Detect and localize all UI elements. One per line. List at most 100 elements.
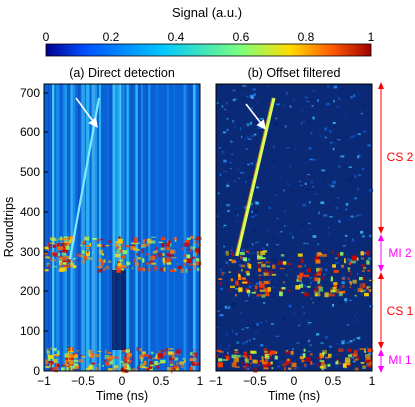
heatmap-cell (154, 356, 158, 359)
heatmap-cell (308, 146, 312, 150)
heatmap-cell (47, 350, 51, 356)
heatmap-cell (190, 236, 194, 239)
heatmap-cell (103, 267, 105, 271)
heatmap-cell (252, 205, 255, 207)
heatmap-cell (341, 341, 345, 345)
heatmap-cell (307, 350, 311, 352)
heatmap-cell (275, 244, 280, 246)
heatmap-cell (252, 297, 256, 299)
heatmap-cell (167, 254, 173, 257)
heatmap-cell (81, 241, 84, 244)
heatmap-cell (360, 251, 364, 256)
heatmap-cell (216, 327, 220, 329)
heatmap-cell (116, 245, 122, 250)
heatmap-cell (58, 268, 64, 272)
heatmap-cell (321, 366, 324, 371)
heatmap-cell (351, 124, 355, 127)
heatmap-cell (242, 365, 247, 368)
heatmap-cell (344, 298, 348, 301)
heatmap-cell (317, 243, 320, 246)
heatmap-cell (52, 266, 57, 268)
heatmap-cell (312, 159, 316, 161)
heatmap-cell (271, 367, 274, 370)
heatmap-cell (318, 293, 321, 296)
heatmap-cell (250, 362, 252, 365)
heatmap-cell (127, 359, 130, 362)
heatmap-cell (92, 238, 97, 240)
heatmap-cell (288, 232, 293, 236)
heatmap-cell (44, 269, 49, 272)
heatmap-cell (248, 244, 251, 247)
heatmap-cell (357, 188, 359, 191)
heatmap-cell (271, 273, 276, 276)
colorbar-tick-1: 0.2 (103, 30, 120, 44)
heatmap-cell (268, 206, 271, 210)
heatmap-cell (331, 222, 334, 224)
heatmap-cell (248, 293, 250, 297)
heatmap-cell (293, 311, 296, 315)
heatmap-cell (231, 153, 233, 156)
heatmap-cell (151, 255, 156, 261)
heatmap-cell (280, 254, 285, 257)
heatmap-cell (69, 239, 72, 244)
heatmap-cell (279, 267, 285, 270)
heatmap-cell (273, 281, 277, 283)
heatmap-cell (341, 340, 346, 342)
heatmap-cell (59, 265, 62, 269)
heatmap-cell (272, 159, 276, 163)
heatmap-cell (221, 150, 225, 154)
heatmap-cell (354, 294, 357, 297)
heatmap-cell (315, 253, 318, 256)
heatmap-cell (335, 207, 339, 209)
panel-b-heatmap (216, 84, 375, 373)
heatmap-cell (251, 351, 257, 354)
heatmap-cell (146, 367, 149, 372)
heatmap-cell (309, 158, 313, 161)
heatmap-cell (228, 271, 231, 273)
heatmap-cell (235, 332, 238, 336)
heatmap-cell (250, 162, 253, 164)
heatmap-cell (165, 247, 171, 250)
heatmap-cell (151, 262, 157, 265)
heatmap-cell (353, 94, 356, 98)
heatmap-cell (366, 259, 368, 265)
heatmap-cell (245, 327, 249, 329)
heatmap-streak (47, 84, 50, 371)
heatmap-cell (324, 335, 329, 339)
heatmap-cell (101, 244, 105, 248)
heatmap-cell (148, 354, 152, 360)
heatmap-cell (362, 130, 367, 133)
heatmap-cell (252, 337, 256, 340)
heatmap-cell (281, 287, 286, 290)
heatmap-cell (58, 252, 60, 257)
heatmap-cell (285, 91, 288, 95)
heatmap-cell (103, 359, 106, 363)
heatmap-cell (254, 285, 258, 290)
heatmap-cell (302, 203, 306, 207)
panel-b-title: (b) Offset filtered (248, 66, 341, 80)
y-tick-label: 700 (20, 86, 40, 100)
heatmap-cell (313, 290, 317, 293)
heatmap-cell (189, 249, 192, 253)
heatmap-cell (100, 260, 105, 265)
heatmap-cell (163, 351, 167, 356)
heatmap-cell (249, 325, 252, 327)
heatmap-cell (276, 239, 279, 242)
heatmap-cell (321, 254, 327, 257)
heatmap-cell (122, 352, 125, 354)
heatmap-cell (287, 358, 289, 362)
heatmap-cell (223, 170, 227, 173)
heatmap-cell (255, 295, 258, 299)
heatmap-cell (143, 354, 149, 357)
heatmap-cell (217, 310, 221, 312)
heatmap-cell (336, 353, 341, 355)
colorbar-label: Signal (a.u.) (172, 5, 242, 20)
heatmap-cell (336, 342, 340, 345)
heatmap-cell (312, 235, 317, 238)
heatmap-cell (242, 97, 246, 99)
heatmap-cell (140, 357, 143, 362)
heatmap-cell (267, 361, 273, 366)
heatmap-cell (238, 275, 242, 280)
heatmap-cell (303, 284, 307, 288)
heatmap-cell (49, 367, 55, 371)
